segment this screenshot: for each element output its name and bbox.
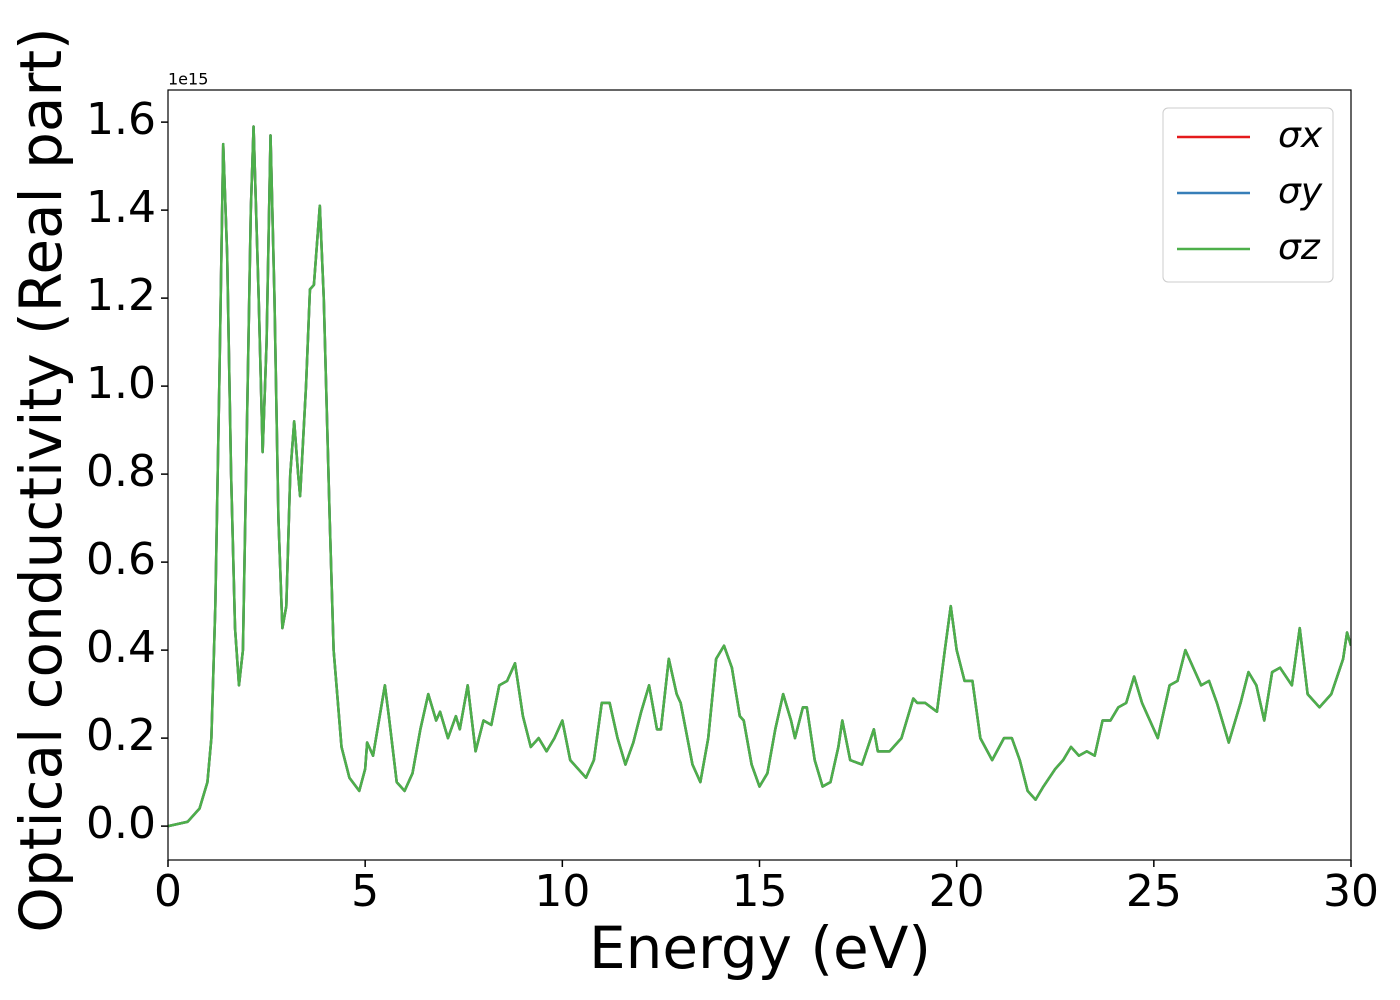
y-tick-label: 1.6: [86, 94, 156, 145]
y-tick-label: 1.2: [86, 270, 156, 321]
x-tick-label: 10: [534, 866, 590, 917]
legend-label: σy: [1278, 171, 1323, 212]
x-tick-label: 20: [929, 866, 985, 917]
y-tick-label: 0.8: [86, 446, 156, 497]
line-series: [168, 125, 1351, 828]
y-tick-label: 1.0: [86, 358, 156, 409]
offset-label: 1e15: [168, 70, 208, 89]
legend-label: σz: [1278, 227, 1321, 268]
x-tick-label: 15: [732, 866, 788, 917]
x-axis-label: Energy (eV): [589, 914, 931, 982]
x-tick-label: 25: [1126, 866, 1182, 917]
plot-frame: [167, 89, 1352, 861]
y-tick-label: 1.4: [86, 182, 156, 233]
x-tick-label: 30: [1323, 866, 1379, 917]
y-tick-label: 0.2: [86, 710, 156, 761]
y-tick-label: 0.0: [86, 798, 156, 849]
legend-box: [1162, 107, 1334, 283]
y-axis-label: Optical conductivity (Real part): [7, 27, 75, 932]
y-tick-label: 0.4: [86, 622, 156, 673]
x-tick-label: 0: [154, 866, 182, 917]
legend-label: σx: [1278, 115, 1323, 156]
y-tick-label: 0.6: [86, 534, 156, 585]
x-tick-label: 5: [351, 866, 379, 917]
